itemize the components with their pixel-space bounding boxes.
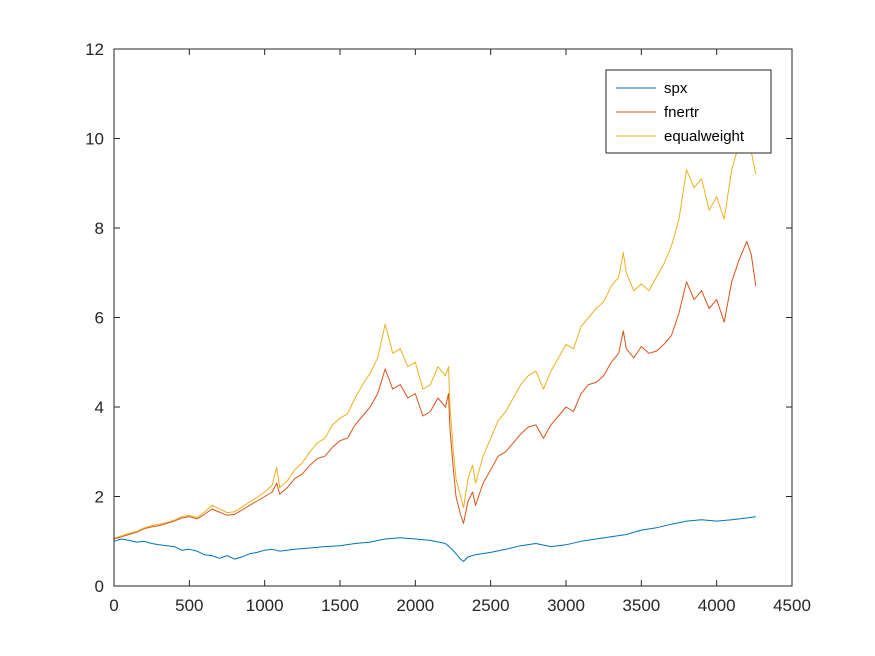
x-tick-label: 2000 [396, 596, 434, 615]
axes-layer: 0 500 1000 1500 2000 2500 3000 3500 4000 4500 0 2 4 6… [85, 40, 811, 615]
x-tick-label: 2500 [472, 596, 510, 615]
y-tick-label: 4 [95, 398, 104, 417]
y-tick-label: 6 [95, 309, 104, 328]
legend: spx fnertr equalweight [605, 69, 772, 154]
legend-label-fnertr: fnertr [664, 104, 699, 121]
y-tick-label: 10 [85, 130, 104, 149]
x-tick-label: 4000 [698, 596, 736, 615]
legend-label-spx: spx [664, 80, 688, 97]
y-tick-label: 12 [85, 40, 104, 59]
y-tick-label: 8 [95, 219, 104, 238]
x-tick-label: 0 [109, 596, 118, 615]
y-tick-label: 0 [95, 577, 104, 596]
x-tick-label: 4500 [773, 596, 811, 615]
x-tick-label: 500 [175, 596, 203, 615]
series-line-equalweight [113, 138, 757, 539]
series-layer [113, 138, 757, 562]
y-tick-label: 2 [95, 488, 104, 507]
x-tick-label: 3000 [547, 596, 585, 615]
x-tick-label: 3500 [622, 596, 660, 615]
x-tick-label: 1000 [246, 596, 284, 615]
legend-label-equalweight: equalweight [664, 128, 745, 145]
x-tick-label: 1500 [321, 596, 359, 615]
series-line-spx [113, 516, 756, 562]
series-line-fnertr [113, 240, 757, 540]
